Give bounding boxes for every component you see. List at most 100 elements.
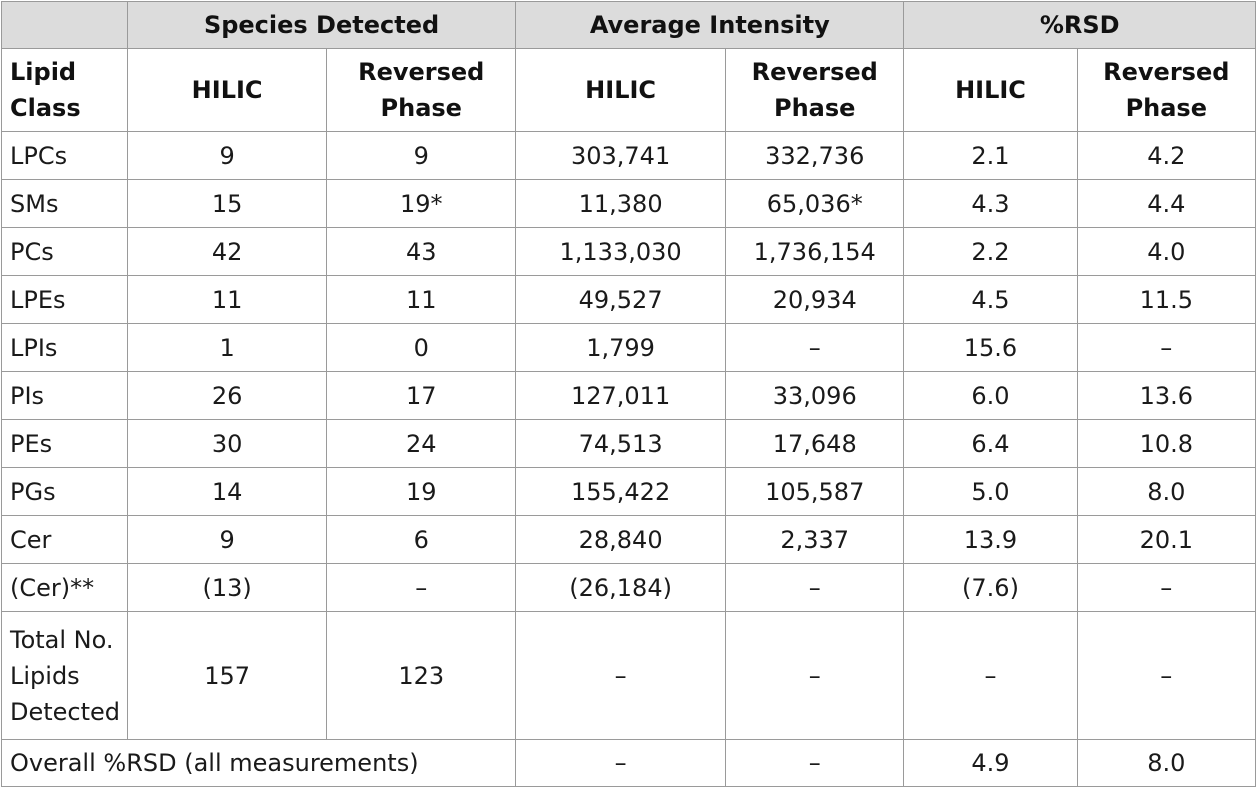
rsd-hilic-cell: 2.2 [903,227,1078,276]
ai-hilic-cell: 155,422 [515,467,727,516]
ai-reversed-cell: – [725,739,905,787]
ai-reversed-cell: – [725,323,905,372]
ai-hilic-cell: 11,380 [515,179,727,228]
sd-reversed-cell: 123 [326,611,517,740]
rsd-reversed-cell: 8.0 [1076,739,1257,787]
rsd-hilic-cell: 6.4 [903,419,1078,468]
header-sd-reversed: Reversed Phase [326,48,517,132]
header-rsd-hilic: HILIC [903,48,1078,132]
rsd-reversed-cell: 4.2 [1076,131,1257,180]
sd-reversed-cell: 11 [326,275,517,324]
ai-hilic-cell: 303,741 [515,131,727,180]
sd-hilic-cell: 9 [126,131,328,180]
header-rsd-reversed: Reversed Phase [1076,48,1257,132]
ai-reversed-cell: 65,036* [725,179,905,228]
sd-reversed-cell: 19 [326,467,517,516]
ai-reversed-cell: 2,337 [725,515,905,564]
sub-header-row: Lipid Class HILIC Reversed Phase HILIC R… [1,48,1257,132]
ai-hilic-cell: 127,011 [515,371,727,420]
sd-reversed-cell: 24 [326,419,517,468]
total-row: Total No. Lipids Detected 157 123 – – – … [1,611,1257,740]
sd-reversed-cell: 9 [326,131,517,180]
sd-hilic-cell: 15 [126,179,328,228]
ai-reversed-cell: 105,587 [725,467,905,516]
ai-reversed-cell: 1,736,154 [725,227,905,276]
header-average-intensity: Average Intensity [515,1,905,49]
lipid-class-cell: (Cer)** [1,563,128,612]
table-row: (Cer)** (13) – (26,184) – (7.6) – [1,563,1257,612]
header-rsd: %RSD [903,1,1256,49]
lipid-class-cell: PEs [1,419,128,468]
ai-hilic-cell: (26,184) [515,563,727,612]
table-row: SMs 15 19* 11,380 65,036* 4.3 4.4 [1,179,1257,228]
table-row: PIs 26 17 127,011 33,096 6.0 13.6 [1,371,1257,420]
rsd-hilic-cell: 4.5 [903,275,1078,324]
ai-hilic-cell: 49,527 [515,275,727,324]
rsd-reversed-cell: – [1076,323,1257,372]
sd-hilic-cell: 9 [126,515,328,564]
sd-hilic-cell: 26 [126,371,328,420]
rsd-hilic-cell: 2.1 [903,131,1078,180]
sd-hilic-cell: 11 [126,275,328,324]
table-row: LPCs 9 9 303,741 332,736 2.1 4.2 [1,131,1257,180]
table-row: LPIs 1 0 1,799 – 15.6 – [1,323,1257,372]
ai-hilic-cell: 28,840 [515,515,727,564]
table-row: LPEs 11 11 49,527 20,934 4.5 11.5 [1,275,1257,324]
ai-hilic-cell: – [515,739,727,787]
rsd-hilic-cell: 13.9 [903,515,1078,564]
sd-reversed-cell: 19* [326,179,517,228]
table-row: PGs 14 19 155,422 105,587 5.0 8.0 [1,467,1257,516]
rsd-hilic-cell: (7.6) [903,563,1078,612]
ai-reversed-cell: 332,736 [725,131,905,180]
table-row: PEs 30 24 74,513 17,648 6.4 10.8 [1,419,1257,468]
ai-reversed-cell: – [725,611,905,740]
ai-reversed-cell: – [725,563,905,612]
lipid-class-cell: LPCs [1,131,128,180]
lipid-class-cell: LPIs [1,323,128,372]
rsd-reversed-cell: 20.1 [1076,515,1257,564]
rsd-reversed-cell: 11.5 [1076,275,1257,324]
sd-hilic-cell: 42 [126,227,328,276]
ai-hilic-cell: 1,799 [515,323,727,372]
header-species-detected: Species Detected [126,1,517,49]
rsd-hilic-cell: 6.0 [903,371,1078,420]
header-ai-hilic: HILIC [515,48,727,132]
overall-label-cell: Overall %RSD (all measurements) [0,739,517,787]
overall-rsd-row: Overall %RSD (all measurements) – – 4.9 … [0,739,1257,787]
sd-hilic-cell: 1 [126,323,328,372]
table-row: Cer 9 6 28,840 2,337 13.9 20.1 [1,515,1257,564]
total-label-cell: Total No. Lipids Detected [1,611,128,740]
rsd-hilic-cell: – [903,611,1078,740]
rsd-reversed-cell: – [1076,563,1257,612]
corner-blank-cell [1,1,128,49]
sd-hilic-cell: 157 [126,611,328,740]
sd-reversed-cell: – [326,563,517,612]
sd-hilic-cell: 30 [126,419,328,468]
sd-hilic-cell: (13) [126,563,328,612]
header-ai-reversed: Reversed Phase [725,48,905,132]
ai-hilic-cell: 74,513 [515,419,727,468]
ai-reversed-cell: 20,934 [725,275,905,324]
rsd-hilic-cell: 4.9 [903,739,1078,787]
rsd-reversed-cell: 13.6 [1076,371,1257,420]
header-lipid-class: Lipid Class [1,48,128,132]
lipid-class-cell: Cer [1,515,128,564]
rsd-hilic-cell: 15.6 [903,323,1078,372]
ai-hilic-cell: 1,133,030 [515,227,727,276]
rsd-reversed-cell: 4.0 [1076,227,1257,276]
rsd-reversed-cell: 10.8 [1076,419,1257,468]
lipid-class-cell: LPEs [1,275,128,324]
table-row: PCs 42 43 1,133,030 1,736,154 2.2 4.0 [1,227,1257,276]
ai-reversed-cell: 17,648 [725,419,905,468]
rsd-reversed-cell: 8.0 [1076,467,1257,516]
rsd-hilic-cell: 5.0 [903,467,1078,516]
sd-hilic-cell: 14 [126,467,328,516]
rsd-reversed-cell: 4.4 [1076,179,1257,228]
lipid-class-cell: PIs [1,371,128,420]
sd-reversed-cell: 6 [326,515,517,564]
ai-reversed-cell: 33,096 [725,371,905,420]
lipid-class-cell: PGs [1,467,128,516]
lipid-class-cell: PCs [1,227,128,276]
sd-reversed-cell: 0 [326,323,517,372]
